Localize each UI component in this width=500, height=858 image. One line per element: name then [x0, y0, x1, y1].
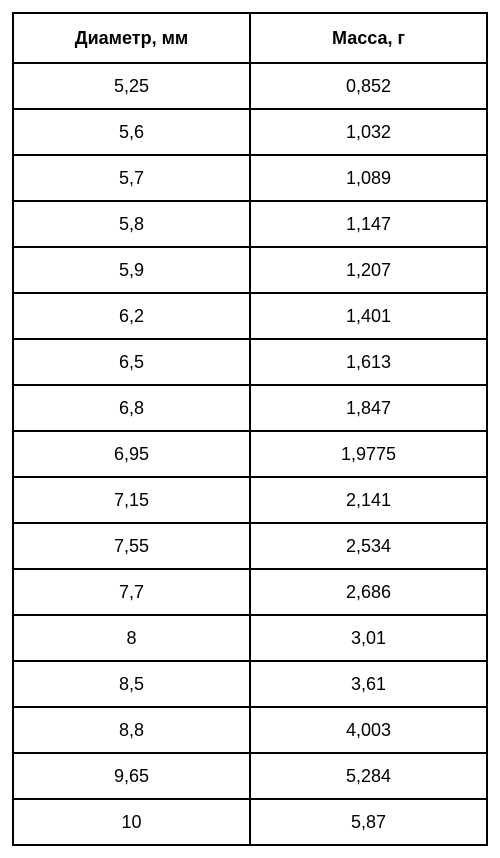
- cell-mass: 1,9775: [250, 431, 487, 477]
- cell-diameter: 5,9: [13, 247, 250, 293]
- cell-mass: 5,284: [250, 753, 487, 799]
- cell-mass: 5,87: [250, 799, 487, 845]
- cell-diameter: 7,7: [13, 569, 250, 615]
- table-row: 9,65 5,284: [13, 753, 487, 799]
- table-row: 7,7 2,686: [13, 569, 487, 615]
- data-table: Диаметр, мм Масса, г 5,25 0,852 5,6 1,03…: [12, 12, 488, 846]
- cell-diameter: 5,8: [13, 201, 250, 247]
- cell-mass: 4,003: [250, 707, 487, 753]
- cell-mass: 2,686: [250, 569, 487, 615]
- table-row: 6,95 1,9775: [13, 431, 487, 477]
- table-row: 8 3,01: [13, 615, 487, 661]
- table-header: Диаметр, мм Масса, г: [13, 13, 487, 63]
- table-row: 5,25 0,852: [13, 63, 487, 109]
- cell-mass: 1,147: [250, 201, 487, 247]
- cell-diameter: 5,6: [13, 109, 250, 155]
- cell-diameter: 8,5: [13, 661, 250, 707]
- table-row: 7,55 2,534: [13, 523, 487, 569]
- cell-diameter: 10: [13, 799, 250, 845]
- table-row: 7,15 2,141: [13, 477, 487, 523]
- cell-mass: 1,847: [250, 385, 487, 431]
- table-row: 5,8 1,147: [13, 201, 487, 247]
- cell-diameter: 7,15: [13, 477, 250, 523]
- table-row: 6,2 1,401: [13, 293, 487, 339]
- cell-mass: 3,61: [250, 661, 487, 707]
- cell-diameter: 6,95: [13, 431, 250, 477]
- cell-mass: 1,032: [250, 109, 487, 155]
- table-row: 8,5 3,61: [13, 661, 487, 707]
- cell-diameter: 6,5: [13, 339, 250, 385]
- table-row: 6,8 1,847: [13, 385, 487, 431]
- cell-mass: 1,401: [250, 293, 487, 339]
- cell-mass: 3,01: [250, 615, 487, 661]
- table-row: 8,8 4,003: [13, 707, 487, 753]
- header-diameter: Диаметр, мм: [13, 13, 250, 63]
- cell-diameter: 5,25: [13, 63, 250, 109]
- cell-diameter: 8,8: [13, 707, 250, 753]
- cell-diameter: 7,55: [13, 523, 250, 569]
- cell-diameter: 6,8: [13, 385, 250, 431]
- table-row: 5,6 1,032: [13, 109, 487, 155]
- cell-mass: 2,141: [250, 477, 487, 523]
- table-row: 5,7 1,089: [13, 155, 487, 201]
- cell-mass: 0,852: [250, 63, 487, 109]
- cell-mass: 1,613: [250, 339, 487, 385]
- table-row: 5,9 1,207: [13, 247, 487, 293]
- cell-diameter: 8: [13, 615, 250, 661]
- cell-diameter: 9,65: [13, 753, 250, 799]
- cell-mass: 1,207: [250, 247, 487, 293]
- cell-diameter: 5,7: [13, 155, 250, 201]
- table-row: 10 5,87: [13, 799, 487, 845]
- table-body: 5,25 0,852 5,6 1,032 5,7 1,089 5,8 1,147…: [13, 63, 487, 845]
- table-row: 6,5 1,613: [13, 339, 487, 385]
- header-row: Диаметр, мм Масса, г: [13, 13, 487, 63]
- cell-mass: 2,534: [250, 523, 487, 569]
- header-mass: Масса, г: [250, 13, 487, 63]
- cell-mass: 1,089: [250, 155, 487, 201]
- cell-diameter: 6,2: [13, 293, 250, 339]
